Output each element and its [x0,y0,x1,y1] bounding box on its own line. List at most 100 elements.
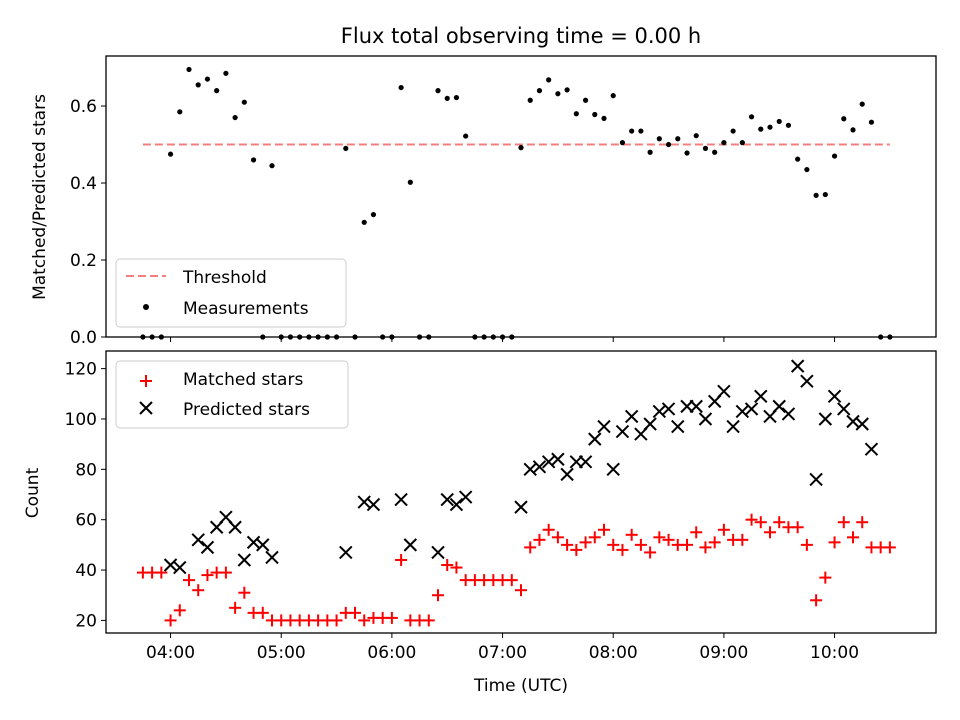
predicted-star-point [237,553,252,567]
matched-star-point [598,523,610,536]
count-y-tick-label: 120 [65,360,97,380]
measurement-point [527,97,533,103]
predicted-star-point [265,550,279,565]
matched-star-point [330,614,343,627]
predicted-star-point [661,402,676,416]
ratio-plot-area [140,66,893,340]
x-tick-label: 05:00 [257,643,306,663]
matched-star-point [690,526,703,539]
measurement-point [343,145,349,151]
predicted-star-point [726,419,740,434]
predicted-star-point [671,419,685,434]
predicted-star-point [818,412,833,426]
matched-star-point [395,553,408,566]
x-tick-label: 09:00 [699,643,748,663]
matched-star-point [349,606,361,619]
measurement-point [767,124,773,130]
ratio-panel: 0.0 0.2 0.4 0.6 Matched/Predicted stars Thr… [30,55,937,348]
measurement-point [370,211,377,218]
count-plot-area [136,359,896,627]
matched-star-point [828,536,841,549]
measurement-point [592,111,598,118]
predicted-star-point [615,424,630,439]
count-y-tick-label: 40 [75,561,97,581]
measurement-point [573,111,579,117]
count-y-tick-label: 60 [75,511,97,531]
measurement-point [656,136,662,142]
count-legend: Matched stars Predicted stars [115,360,349,429]
measurement-point [398,84,404,91]
predicted-star-point [606,462,620,477]
matched-star-point [579,536,592,549]
matched-star-point [856,516,869,529]
matched-star-point [810,594,823,607]
measurement-point [675,136,681,142]
count-y-tick-label: 100 [65,410,97,430]
predicted-legend-label: Predicted stars [183,400,310,420]
measurement-point [702,145,709,151]
matched-star-point [183,574,195,587]
predicted-star-point [551,452,565,466]
matched-star-point [515,584,527,597]
measurement-point [610,93,616,99]
measurement-point [748,114,755,120]
predicted-star-point [864,442,879,456]
matched-star-point [819,571,832,584]
predicted-star-point [698,412,713,426]
measurement-point [785,122,792,128]
measurement-point [859,101,865,107]
predicted-star-point [440,492,454,507]
measurement-point [223,70,229,76]
matched-star-point [219,566,232,579]
measurement-point [629,128,635,134]
measurement-point [204,76,211,82]
predicted-star-point [754,389,768,404]
matched-star-point [422,614,435,627]
matched-star-point [533,533,546,546]
matched-star-point [542,523,555,536]
ratio-y-tick-label: 0.0 [70,328,97,348]
matched-star-point [883,541,896,554]
matched-star-point [256,606,269,619]
predicted-star-point [689,399,703,414]
matched-star-point [450,561,463,574]
predicted-star-point [394,492,408,507]
ratio-axes: 0.0 0.2 0.4 0.6 [70,97,836,348]
measurement-point [195,82,201,88]
measurement-point [453,94,460,101]
measurement-point [850,127,856,133]
matched-star-point [837,516,850,529]
matched-star-point [561,538,574,551]
measurement-point [555,91,561,97]
matched-star-point [800,538,813,551]
predicted-star-point [717,384,731,398]
measurement-point [167,151,174,157]
predicted-star-point [191,533,205,547]
matched-star-point [570,543,583,556]
chart-title: Flux total observing time = 0.00 h [341,24,701,48]
matched-star-point [229,601,242,614]
measurement-point [822,191,828,198]
count-y-tick-label: 20 [75,611,97,631]
measurement-point [241,99,247,105]
predicted-star-point [366,497,381,512]
measurement-point [712,149,718,155]
matched-star-point [164,614,177,627]
measurement-point [721,140,727,146]
measurement-point [536,88,543,94]
matched-star-point [847,531,859,544]
count-y-axis-label: Count [23,467,43,518]
matched-star-point [588,531,601,544]
predicted-star-point [855,417,869,431]
matched-star-point [634,538,647,551]
predicted-star-point [560,467,574,482]
matched-star-point [616,543,629,556]
measurement-point [795,156,801,162]
matched-star-point [505,574,518,587]
x-tick-label: 10:00 [810,643,859,663]
matched-star-point [745,513,758,526]
predicted-legend-marker [139,401,153,415]
x-tick-label: 07:00 [478,643,527,663]
measurement-point [463,133,469,139]
matched-star-point [764,526,776,539]
